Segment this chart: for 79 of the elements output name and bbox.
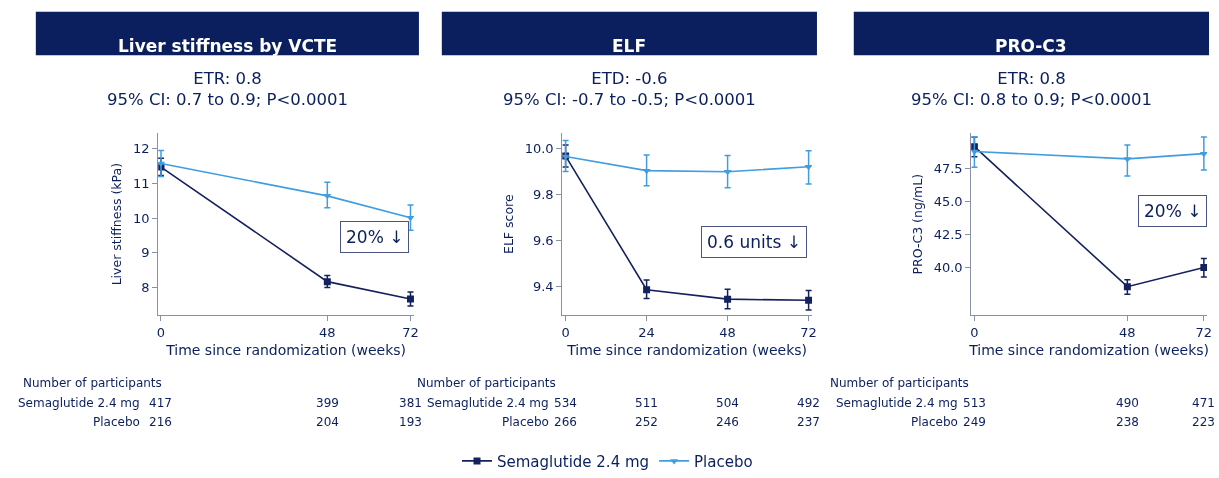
point	[724, 295, 732, 303]
y-tick-label: 9.6	[532, 233, 554, 249]
chart-title: Liver stiffness by VCTE	[118, 36, 338, 56]
text: Number of participants	[417, 376, 556, 390]
point	[1123, 283, 1131, 291]
x-tick-label: 0	[970, 324, 979, 340]
text: Semaglutide 2.4 mg	[18, 396, 140, 410]
text: 252	[635, 415, 658, 429]
y-tick-label: 42.5	[933, 227, 963, 243]
y-tick-label: 11	[133, 175, 150, 191]
text: 204	[316, 415, 339, 429]
text: Number of participants	[23, 376, 162, 390]
x-tick-label: 0	[156, 324, 166, 340]
y-axis-title: Liver stiffness (kPa)	[109, 162, 125, 286]
y-axis-title: PRO-C3 (ng/mL)	[909, 173, 925, 275]
x-tick-label: 72	[800, 324, 817, 340]
point	[642, 168, 651, 175]
point	[406, 215, 414, 222]
text: 534	[554, 396, 577, 410]
x-tick-label: 48	[719, 324, 736, 340]
text: Placebo	[502, 415, 549, 429]
text: 381	[399, 396, 422, 410]
x-axis-title: Time since randomization (weeks)	[968, 342, 1210, 359]
x-axis-title: Time since randomization (weeks)	[165, 342, 407, 359]
text: Number of participants	[830, 376, 969, 390]
text: 249	[963, 415, 986, 429]
text: Placebo	[93, 415, 140, 429]
point	[1200, 263, 1208, 271]
annotation: 0.6 units ↓	[707, 232, 801, 252]
text: 492	[797, 396, 820, 410]
chart-title: PRO-C3	[995, 36, 1067, 56]
text: 193	[399, 415, 422, 429]
legend-label: Semaglutide 2.4 mg	[497, 452, 650, 471]
y-tick-label: 9.8	[532, 187, 554, 203]
y-tick-label: 8	[141, 280, 150, 296]
text: 246	[716, 415, 739, 429]
x-tick-label: 72	[1195, 324, 1213, 340]
annotation: 20% ↓	[1144, 201, 1202, 221]
text: 417	[149, 396, 172, 410]
chart-subtitle: ETR: 0.8 95% CI: 0.7 to 0.9; P<0.0001	[107, 69, 348, 110]
chart-title: ELF	[612, 36, 647, 56]
text: Placebo	[911, 415, 958, 429]
text: Semaglutide 2.4 mg	[427, 396, 549, 410]
x-tick-label: 0	[561, 324, 570, 340]
text: 511	[635, 396, 658, 410]
x-tick-label: 24	[638, 324, 655, 340]
y-tick-label: 9.4	[532, 279, 554, 295]
text: 513	[963, 396, 986, 410]
legend-label: Placebo	[694, 452, 753, 471]
text: 238	[1116, 415, 1139, 429]
chart-subtitle: ETD: -0.6 95% CI: -0.7 to -0.5; P<0.0001	[503, 69, 756, 110]
y-tick-label: 10	[133, 210, 150, 226]
x-tick-label: 48	[319, 324, 336, 340]
y-tick-label: 45.0	[933, 194, 963, 210]
text: Semaglutide 2.4 mg	[836, 396, 958, 410]
annotation: 20% ↓	[346, 227, 404, 247]
y-tick-label: 9	[141, 245, 150, 261]
text: 471	[1192, 396, 1215, 410]
point	[1199, 151, 1208, 158]
text: 216	[149, 415, 172, 429]
y-tick-label: 40.0	[933, 260, 963, 276]
text: 490	[1116, 396, 1139, 410]
text: 504	[716, 396, 739, 410]
text: 237	[797, 415, 820, 429]
y-axis-title: ELF score	[500, 194, 516, 254]
x-axis-title: Time since randomization (weeks)	[566, 342, 808, 359]
x-tick-label: 72	[402, 324, 419, 340]
point	[323, 278, 331, 286]
point	[971, 149, 979, 156]
text: 399	[316, 396, 339, 410]
point	[643, 286, 651, 294]
y-tick-label: 10.0	[524, 141, 554, 157]
text: 223	[1192, 415, 1215, 429]
chart-subtitle: ETR: 0.8 95% CI: 0.8 to 0.9; P<0.0001	[911, 69, 1152, 110]
text: 266	[554, 415, 577, 429]
y-tick-label: 12	[133, 141, 150, 157]
y-tick-label: 47.5	[933, 161, 963, 177]
point	[804, 164, 812, 171]
x-tick-label: 48	[1119, 324, 1136, 340]
